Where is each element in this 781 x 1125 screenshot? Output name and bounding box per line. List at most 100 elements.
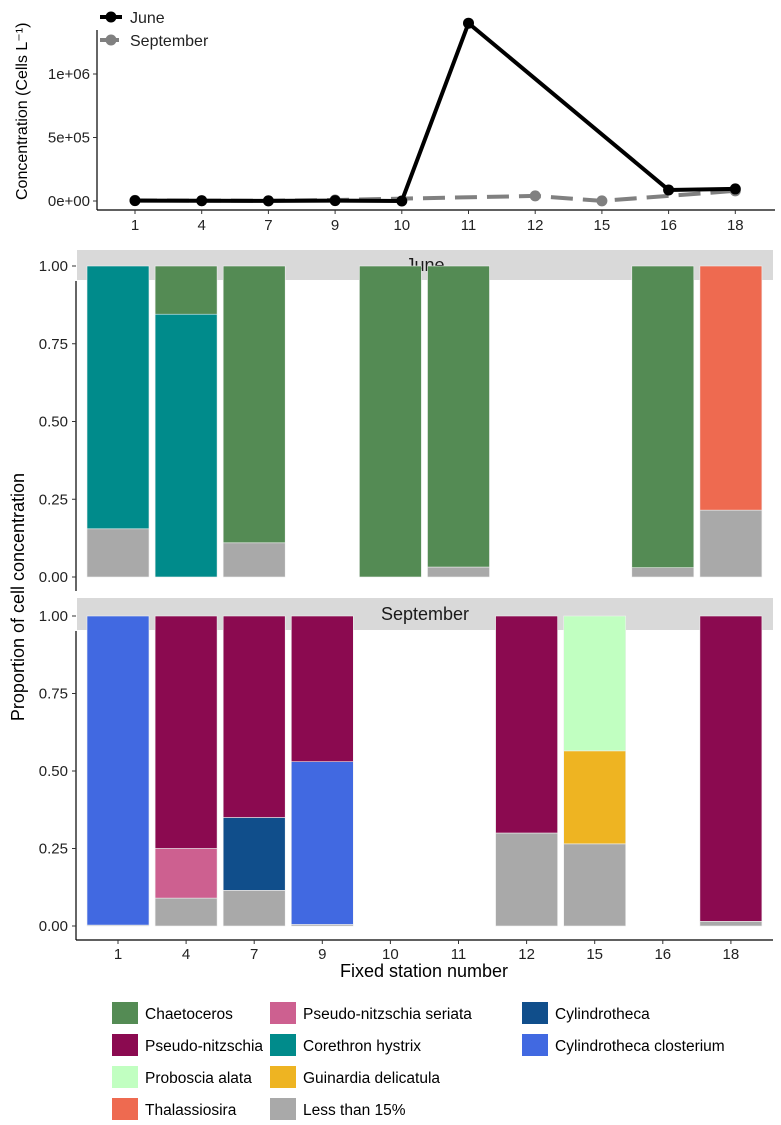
legend-label: Thalassiosira bbox=[145, 1102, 237, 1119]
bar-segment-less-than-15- bbox=[563, 843, 627, 927]
y-tick-label: 0.25 bbox=[39, 841, 68, 858]
bar-segment-pseudo-nitzschia-seriata bbox=[154, 848, 218, 899]
top-y-axis-label: Concentration (Cells L⁻¹) bbox=[14, 23, 31, 200]
y-tick-label: 0.75 bbox=[39, 686, 68, 703]
point-june bbox=[396, 195, 408, 207]
bar-segment-less-than-15- bbox=[222, 890, 286, 927]
bar-segment-less-than-15- bbox=[427, 566, 490, 578]
legend-swatch bbox=[270, 1098, 296, 1120]
legend-swatch bbox=[522, 1002, 548, 1024]
top-x-tick-label: 10 bbox=[393, 217, 410, 234]
top-x-tick-label: 11 bbox=[461, 217, 477, 234]
top-y-tick-label: 1e+06 bbox=[48, 66, 90, 83]
bar-segment-corethron-hystrix bbox=[154, 313, 218, 578]
legend-key-point bbox=[105, 11, 117, 23]
legend-swatch bbox=[522, 1034, 548, 1056]
y-tick-label: 0.50 bbox=[39, 763, 68, 780]
legend-label: Corethron hystrix bbox=[303, 1038, 421, 1055]
legend-label: Guinardia delicatula bbox=[303, 1070, 440, 1087]
legend-label: Pseudo-nitzschia bbox=[145, 1038, 263, 1055]
legend-label: September bbox=[130, 33, 209, 50]
legend-label: Less than 15% bbox=[303, 1102, 406, 1119]
line-june bbox=[134, 19, 736, 204]
legend-swatch bbox=[270, 1002, 296, 1024]
bar-segment-corethron-hystrix bbox=[86, 265, 150, 530]
point-september bbox=[596, 195, 608, 207]
legend-label: Pseudo-nitzschia seriata bbox=[303, 1006, 472, 1023]
top-y-tick-label: 5e+05 bbox=[48, 130, 90, 147]
legend-swatch bbox=[112, 1034, 138, 1056]
legend-label: Cylindrotheca closterium bbox=[555, 1038, 725, 1055]
bar-segment-pseudo-nitzschia bbox=[222, 615, 286, 818]
y-tick-label: 0.50 bbox=[39, 414, 68, 431]
legend-swatch bbox=[270, 1034, 296, 1056]
y-tick-label: 0.25 bbox=[39, 491, 68, 508]
top-x-tick-label: 18 bbox=[727, 217, 744, 234]
x-tick-label: 12 bbox=[518, 946, 535, 963]
point-june bbox=[729, 183, 741, 195]
top-x-tick-label: 16 bbox=[660, 217, 677, 234]
legend-label: Cylindrotheca bbox=[555, 1006, 650, 1023]
top-x-tick-label: 9 bbox=[331, 217, 339, 234]
bar-segment-pseudo-nitzschia bbox=[154, 615, 218, 849]
legend-label: Chaetoceros bbox=[145, 1006, 233, 1023]
point-june bbox=[463, 17, 474, 29]
x-tick-label: 1 bbox=[114, 946, 122, 963]
point-june bbox=[196, 195, 208, 207]
bar-segment-chaetoceros bbox=[631, 265, 695, 568]
bar-segment-less-than-15- bbox=[699, 921, 763, 927]
bar-segment-pseudo-nitzschia bbox=[290, 615, 354, 762]
point-june bbox=[262, 195, 274, 207]
bar-segment-pseudo-nitzschia bbox=[495, 615, 558, 834]
x-tick-label: 7 bbox=[250, 946, 258, 963]
y-tick-label: 0.00 bbox=[39, 918, 68, 935]
top-x-tick-label: 7 bbox=[264, 217, 272, 234]
x-tick-label: 16 bbox=[654, 946, 671, 963]
y-tick-label: 0.75 bbox=[39, 336, 68, 353]
point-june bbox=[329, 195, 341, 207]
bar-segment-thalassiosira bbox=[699, 265, 763, 511]
point-september bbox=[529, 190, 541, 202]
bar-segment-less-than-15- bbox=[699, 509, 763, 578]
top-x-tick-label: 1 bbox=[131, 217, 139, 234]
bar-segment-chaetoceros bbox=[222, 265, 286, 544]
y-tick-label: 0.00 bbox=[39, 569, 68, 586]
bar-segment-guinardia-delicatula bbox=[563, 750, 627, 845]
bar-segment-cylindrotheca bbox=[222, 817, 286, 891]
legend-swatch bbox=[112, 1098, 138, 1120]
x-tick-label: 11 bbox=[451, 946, 467, 963]
bar-segment-cylindrotheca-closterium bbox=[290, 761, 354, 925]
bottom-y-axis-label: Proportion of cell concentration bbox=[8, 473, 28, 721]
bar-segment-chaetoceros bbox=[427, 265, 490, 568]
x-tick-label: 10 bbox=[382, 946, 399, 963]
legend-key-point bbox=[105, 34, 117, 46]
facet-strip-label: September bbox=[381, 604, 469, 624]
point-june bbox=[663, 184, 675, 196]
legend-swatch bbox=[112, 1002, 138, 1024]
bar-segment-chaetoceros bbox=[359, 265, 422, 578]
bar-segment-less-than-15- bbox=[154, 897, 218, 927]
bar-segment-less-than-15- bbox=[222, 542, 286, 578]
bar-segment-chaetoceros bbox=[154, 265, 218, 315]
top-x-tick-label: 12 bbox=[527, 217, 544, 234]
point-june bbox=[129, 195, 141, 207]
top-x-tick-label: 15 bbox=[594, 217, 611, 234]
top-x-tick-label: 4 bbox=[198, 217, 206, 234]
legend-label: June bbox=[130, 10, 165, 27]
y-tick-label: 1.00 bbox=[39, 258, 68, 275]
bar-segment-cylindrotheca-closterium bbox=[86, 615, 150, 926]
x-axis-label: Fixed station number bbox=[340, 961, 508, 981]
bar-segment-less-than-15- bbox=[495, 832, 558, 927]
x-tick-label: 15 bbox=[586, 946, 603, 963]
top-y-tick-label: 0e+00 bbox=[48, 193, 90, 210]
bar-segment-proboscia-alata bbox=[563, 615, 627, 752]
bar-segment-less-than-15- bbox=[631, 567, 695, 578]
legend-label: Proboscia alata bbox=[145, 1070, 252, 1087]
bar-segment-less-than-15- bbox=[86, 528, 150, 578]
x-tick-label: 4 bbox=[182, 946, 190, 963]
bar-segment-pseudo-nitzschia bbox=[699, 615, 763, 922]
x-tick-label: 18 bbox=[723, 946, 740, 963]
legend-swatch bbox=[112, 1066, 138, 1088]
x-tick-label: 9 bbox=[318, 946, 326, 963]
